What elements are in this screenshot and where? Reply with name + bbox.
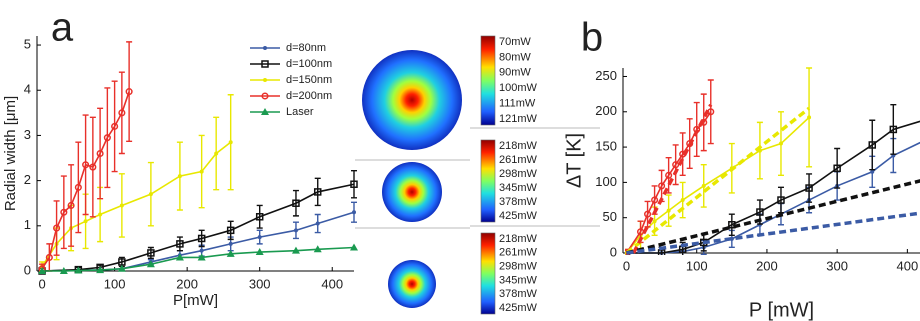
marker: [84, 219, 88, 223]
x-tick-label: 200: [756, 258, 778, 273]
colorbar: [481, 36, 495, 125]
x-tick-label: 0: [623, 258, 630, 273]
y-tick-label: 100: [595, 174, 617, 189]
colorbar-label: 261mW: [499, 247, 538, 259]
x-tick-label: 100: [104, 276, 126, 291]
legend-label: d=80nm: [286, 42, 326, 54]
error-bar: [729, 214, 735, 235]
marker: [870, 170, 874, 174]
marker: [258, 235, 262, 239]
error-bar: [869, 120, 875, 169]
colorbar-label: 218mW: [499, 140, 538, 152]
error-bar: [806, 174, 812, 202]
colorbar-label: 121mW: [499, 113, 538, 125]
colorbar-label: 100mW: [499, 82, 538, 94]
blob-image: [382, 162, 442, 222]
marker: [681, 198, 685, 202]
marker: [667, 209, 671, 213]
x-tick-label: 400: [897, 258, 919, 273]
marker: [200, 170, 204, 174]
marker: [316, 222, 320, 226]
y-tick-label: 150: [595, 139, 617, 154]
x-tick-label: 100: [686, 258, 708, 273]
colorbar-label: 261mW: [499, 154, 538, 166]
marker: [779, 142, 783, 146]
colorbar-label: 425mW: [499, 210, 538, 222]
figure: a0123450100200300400P[mW]Radial width [μ…: [0, 0, 920, 321]
y-tick-label: 4: [24, 82, 31, 97]
marker: [702, 184, 706, 188]
colorbar-label: 90mW: [499, 67, 531, 79]
x-tick-label: 0: [38, 276, 45, 291]
blob-image: [388, 260, 436, 308]
colorbar-label: 111mW: [499, 98, 536, 110]
error-bar: [834, 148, 840, 188]
plot-area: [624, 68, 920, 259]
colorbar-label: 378mW: [499, 288, 538, 300]
marker: [294, 228, 298, 232]
colorbar-label: 298mW: [499, 168, 538, 180]
x-tick-label: 200: [176, 276, 198, 291]
legend-label: d=150nm: [286, 74, 332, 86]
y-tick-label: 1: [24, 217, 31, 232]
panel-label: b: [581, 16, 603, 60]
colorbar: [481, 233, 495, 314]
x-tick-label: 400: [321, 276, 343, 291]
panel-label: a: [51, 6, 74, 50]
colorbar-label: 218mW: [499, 233, 538, 245]
legend-label: d=200nm: [286, 90, 332, 102]
x-axis-label: P[mW]: [173, 292, 218, 309]
y-tick-label: 2: [24, 172, 31, 187]
marker: [149, 192, 153, 196]
x-axis-label: P [mW]: [749, 299, 814, 321]
marker: [807, 115, 811, 119]
y-tick-label: 3: [24, 127, 31, 142]
x-tick-label: 300: [249, 276, 271, 291]
series-line: [42, 142, 231, 266]
marker: [214, 152, 218, 156]
y-axis-label: ΔT [K]: [563, 133, 585, 188]
marker: [229, 140, 233, 144]
colorbar-label: 378mW: [499, 196, 538, 208]
y-tick-label: 0: [610, 244, 617, 259]
colorbar-label: 425mW: [499, 302, 538, 314]
blob-image: [362, 50, 462, 150]
marker: [653, 219, 657, 223]
colorbar-label: 80mW: [499, 51, 531, 63]
colorbar-label: 345mW: [499, 274, 538, 286]
marker: [229, 242, 233, 246]
marker: [120, 203, 124, 207]
series-line: [627, 139, 920, 253]
colorbar-label: 298mW: [499, 261, 538, 273]
marker: [352, 210, 356, 214]
y-tick-label: 50: [603, 209, 617, 224]
legend-label: d=100nm: [286, 58, 332, 70]
y-tick-label: 0: [24, 262, 31, 277]
colorbar-label: 345mW: [499, 182, 538, 194]
marker: [263, 78, 267, 82]
marker: [178, 174, 182, 178]
colorbar-label: 70mW: [499, 36, 531, 48]
x-tick-label: 300: [826, 258, 848, 273]
y-tick-label: 200: [595, 103, 617, 118]
y-tick-label: 5: [24, 36, 31, 51]
colorbar: [481, 140, 495, 222]
y-axis-label: Radial width [μm]: [2, 96, 19, 211]
error-bar: [778, 187, 784, 212]
marker: [98, 213, 102, 217]
legend-label: Laser: [286, 106, 314, 118]
marker: [200, 249, 204, 253]
marker: [263, 46, 267, 50]
y-tick-label: 250: [595, 68, 617, 83]
